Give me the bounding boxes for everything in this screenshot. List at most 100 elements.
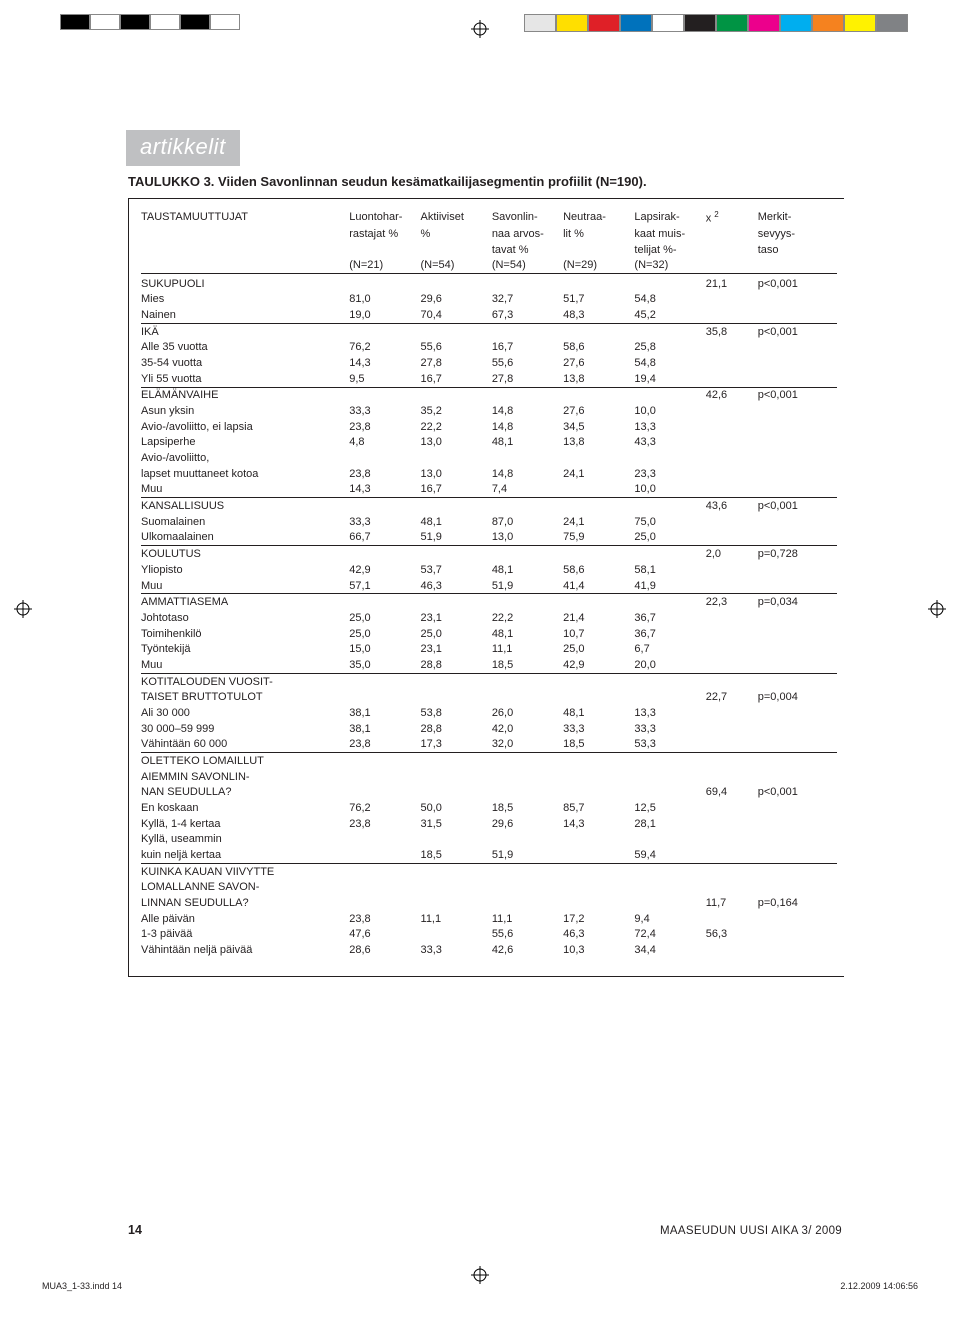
table-cell: 14,3 <box>563 816 634 832</box>
table-cell <box>421 387 492 403</box>
table-cell <box>706 530 758 546</box>
table-cell: 75,9 <box>563 530 634 546</box>
table-cell <box>706 514 758 530</box>
table-cell: taso <box>758 242 837 258</box>
table-cell: 2,0 <box>706 546 758 562</box>
table-cell: Alle 35 vuotta <box>141 340 349 356</box>
table-cell <box>492 784 563 800</box>
table-cell: Yli 55 vuotta <box>141 371 349 387</box>
table-cell: 13,3 <box>634 705 705 721</box>
table-cell: p=0,164 <box>758 895 837 911</box>
table-cell: 15,0 <box>349 641 420 657</box>
table-cell: 33,3 <box>634 721 705 737</box>
table-cell <box>758 926 837 942</box>
table-cell: 23,1 <box>421 610 492 626</box>
table-cell <box>563 594 634 610</box>
table-cell: KANSALLISUUS <box>141 498 349 514</box>
table-cell: 14,8 <box>492 403 563 419</box>
table-cell: 27,6 <box>563 403 634 419</box>
table-cell: 47,6 <box>349 926 420 942</box>
table-cell <box>758 340 837 356</box>
table-cell: 51,9 <box>421 530 492 546</box>
table-cell: 51,9 <box>492 578 563 594</box>
table-cell <box>758 514 837 530</box>
color-swatch <box>876 14 908 32</box>
table-cell <box>421 498 492 514</box>
table-cell <box>706 673 758 689</box>
table-cell <box>421 753 492 769</box>
table-cell: (N=54) <box>421 258 492 274</box>
table-cell: tavat % <box>492 242 563 258</box>
table-cell <box>563 242 634 258</box>
table-cell: x 2 <box>706 209 758 226</box>
table-cell: Avio-/avoliitto, ei lapsia <box>141 419 349 435</box>
table-cell: 58,6 <box>563 562 634 578</box>
table-cell: 33,3 <box>349 403 420 419</box>
table-cell: 46,3 <box>563 926 634 942</box>
table-cell <box>634 387 705 403</box>
registration-mark-icon <box>471 1266 489 1287</box>
table-cell: 13,0 <box>492 530 563 546</box>
table-cell: Ali 30 000 <box>141 705 349 721</box>
table-cell: % <box>421 226 492 242</box>
table-cell <box>492 673 563 689</box>
table-cell <box>758 530 837 546</box>
table-cell <box>421 879 492 895</box>
table-cell: Aktiiviset <box>421 209 492 226</box>
table-cell: 32,0 <box>492 736 563 752</box>
table-cell: p<0,001 <box>758 498 837 514</box>
table-cell: 67,3 <box>492 307 563 323</box>
table-cell: 10,7 <box>563 626 634 642</box>
table-cell <box>349 546 420 562</box>
table-cell: 29,6 <box>492 816 563 832</box>
table-cell: rastajat % <box>349 226 420 242</box>
table-cell <box>349 863 420 879</box>
table-cell: 11,1 <box>492 641 563 657</box>
table-cell: Kyllä, 1-4 kertaa <box>141 816 349 832</box>
table-cell: 10,0 <box>634 482 705 498</box>
table-cell <box>706 242 758 258</box>
table-cell: 72,4 <box>634 926 705 942</box>
table-cell: 4,8 <box>349 435 420 451</box>
table-cell: 55,6 <box>492 926 563 942</box>
table-cell: 11,1 <box>421 911 492 927</box>
table-cell: p<0,001 <box>758 387 837 403</box>
table-cell <box>563 387 634 403</box>
table-cell <box>706 403 758 419</box>
color-swatch <box>524 14 556 32</box>
color-swatch <box>684 14 716 32</box>
table-cell: 28,1 <box>634 816 705 832</box>
registration-mark-icon <box>471 20 489 41</box>
journal-title: MAASEUDUN UUSI AIKA 3/ 2009 <box>660 1225 842 1237</box>
table-cell: 48,1 <box>563 705 634 721</box>
table-cell <box>349 387 420 403</box>
table-cell <box>563 546 634 562</box>
table-cell <box>634 546 705 562</box>
table-cell <box>492 323 563 339</box>
table-cell <box>758 403 837 419</box>
table-cell: 54,8 <box>634 292 705 308</box>
table-cell: 16,7 <box>421 482 492 498</box>
table-cell <box>349 242 420 258</box>
table-cell <box>492 689 563 705</box>
table-cell: telijat %- <box>634 242 705 258</box>
table-cell: 14,3 <box>349 482 420 498</box>
table-cell <box>421 594 492 610</box>
table-cell <box>758 450 837 466</box>
table-cell: 36,7 <box>634 626 705 642</box>
table-cell: lapset muuttaneet kotoa <box>141 466 349 482</box>
table-cell: 25,0 <box>349 626 420 642</box>
table-cell: OLETTEKO LOMAILLUT <box>141 753 349 769</box>
table-cell <box>758 578 837 594</box>
table-cell <box>706 371 758 387</box>
table-cell <box>706 466 758 482</box>
table-cell <box>421 323 492 339</box>
table-cell: 48,1 <box>492 562 563 578</box>
table-cell <box>634 895 705 911</box>
table-cell: 16,7 <box>421 371 492 387</box>
table-cell <box>706 769 758 785</box>
table-cell <box>349 784 420 800</box>
table-cell: NAN SEUDULLA? <box>141 784 349 800</box>
table-cell <box>706 800 758 816</box>
table-cell <box>421 673 492 689</box>
